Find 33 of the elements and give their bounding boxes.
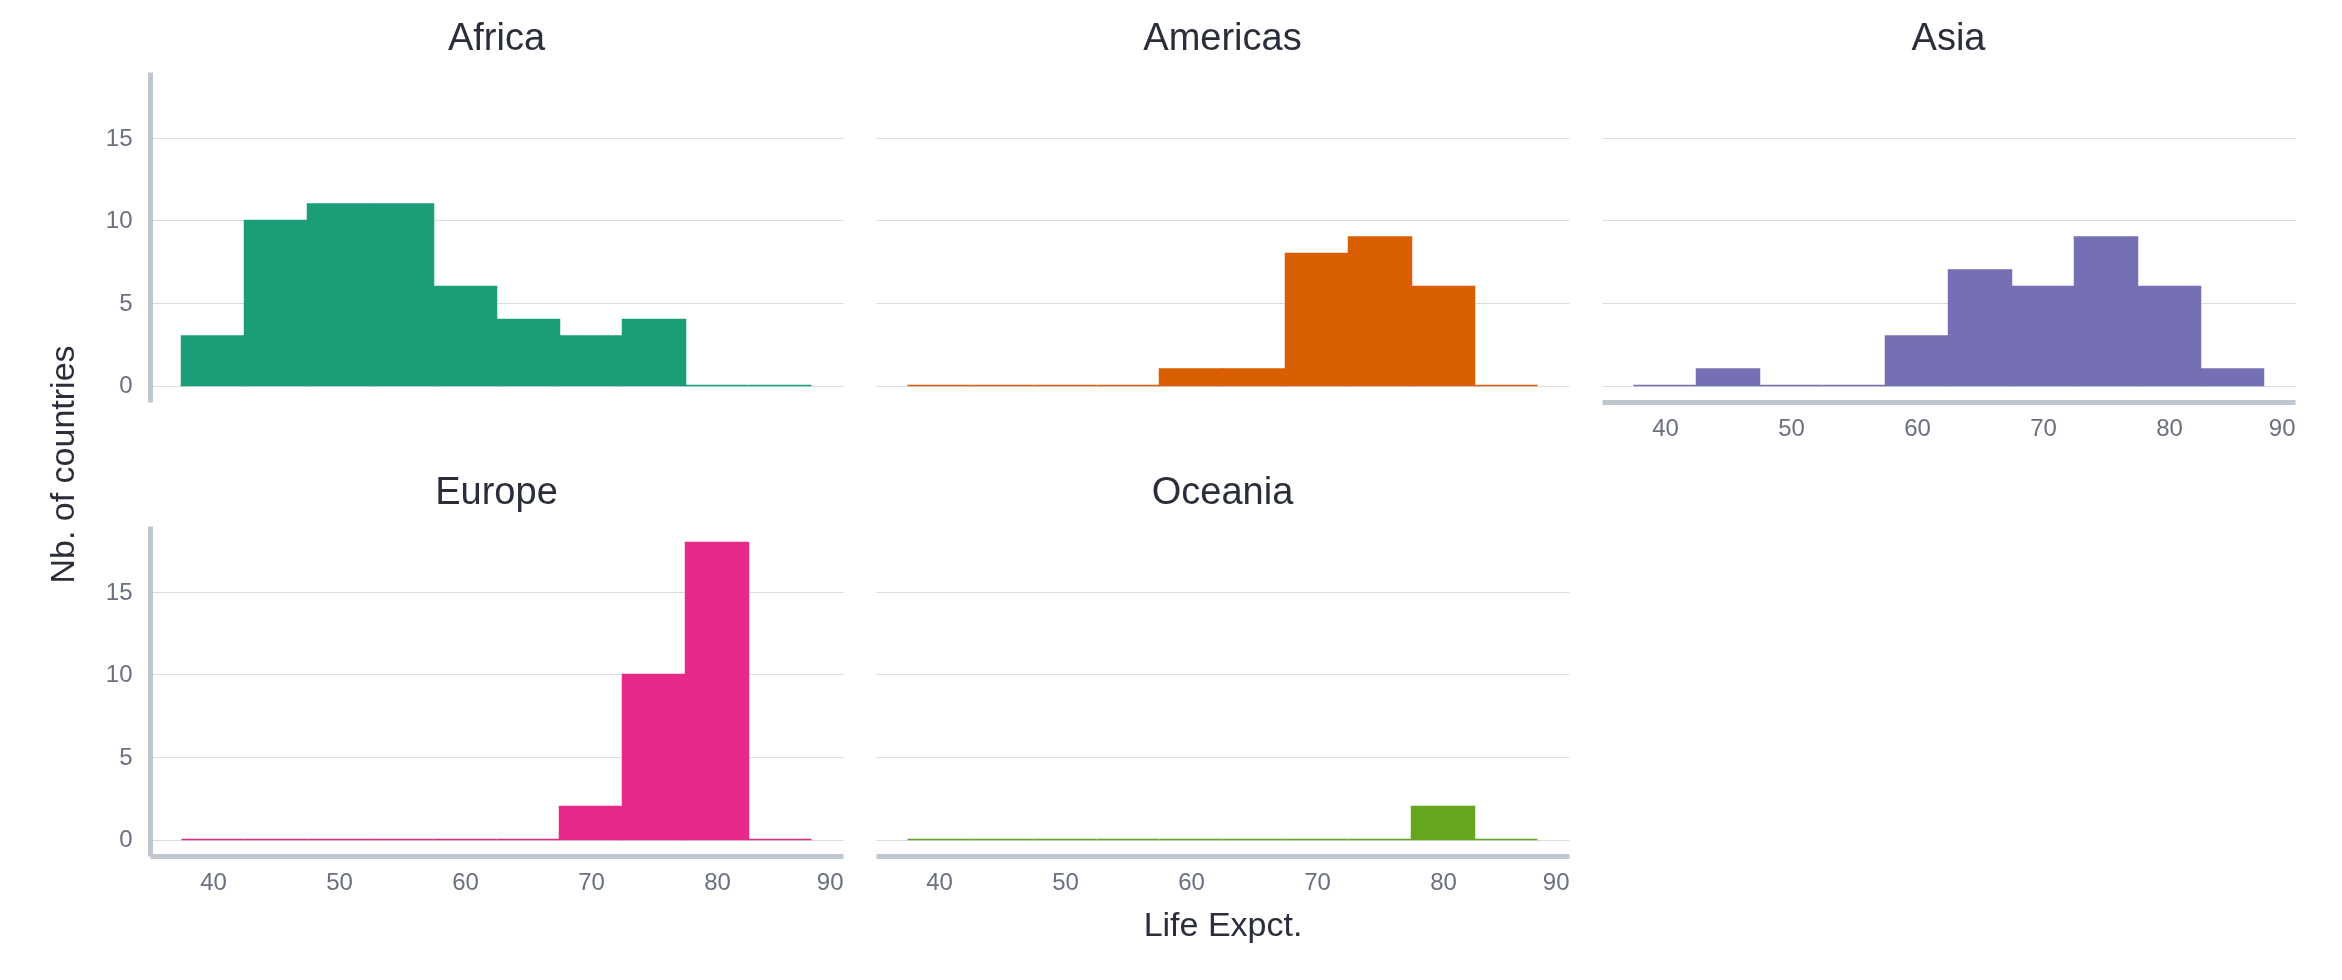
y-tick-label: 15 [105, 123, 133, 151]
x-tick-label: 90 [816, 867, 844, 895]
x-tick-label: 40 [926, 867, 953, 895]
x-axis-title: Life Expct. [1143, 904, 1303, 943]
x-tick-label: 90 [2268, 413, 2296, 441]
chart-title: Oceania [1151, 470, 1295, 512]
chart-title: Asia [1911, 16, 1987, 58]
x-tick-label: 70 [2030, 413, 2057, 441]
x-tick-label: 50 [1052, 867, 1079, 895]
x-tick-label: 90 [1542, 867, 1570, 895]
x-tick-label: 70 [578, 867, 605, 895]
chart-title: Africa [447, 16, 546, 58]
y-axis-title: Nb. of countries [42, 345, 81, 584]
x-tick-label: 40 [1652, 413, 1679, 441]
y-tick-label: 0 [119, 825, 133, 852]
y-tick-label: 10 [105, 660, 133, 687]
chart-title: Europe [435, 470, 558, 512]
x-tick-label: 60 [452, 867, 479, 895]
y-tick-label: 5 [119, 288, 133, 316]
x-tick-label: 70 [1304, 867, 1331, 895]
x-tick-label: 80 [704, 867, 731, 895]
x-tick-label: 50 [1778, 413, 1805, 441]
x-tick-label: 60 [1904, 413, 1931, 441]
x-tick-label: 80 [1430, 867, 1457, 895]
chart-title: Americas [1143, 16, 1302, 58]
x-tick-label: 80 [2156, 413, 2183, 441]
y-tick-label: 0 [119, 371, 133, 398]
y-tick-label: 5 [119, 742, 133, 770]
x-tick-label: 60 [1178, 867, 1205, 895]
y-tick-label: 15 [105, 577, 133, 605]
x-tick-label: 40 [200, 867, 227, 895]
x-tick-label: 50 [326, 867, 353, 895]
y-tick-label: 10 [105, 206, 133, 233]
